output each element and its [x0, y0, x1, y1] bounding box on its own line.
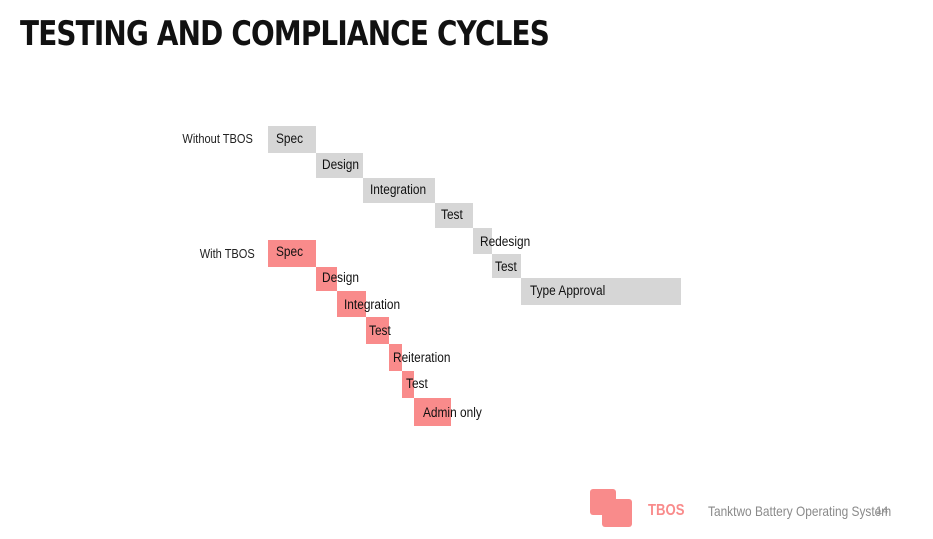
step-bar	[316, 153, 363, 178]
step-bar	[268, 126, 316, 153]
step-label: Test	[369, 323, 391, 338]
step-bar	[492, 254, 521, 278]
page-number: 14	[876, 505, 889, 517]
step-label: Redesign	[480, 234, 531, 249]
step-bar	[366, 317, 389, 344]
step-label: Integration	[370, 182, 427, 197]
step-bar	[268, 240, 316, 267]
footer-tagline: Tanktwo Battery Operating System	[708, 503, 892, 519]
step-bar	[435, 203, 473, 228]
tbos-logo-icon	[590, 489, 634, 529]
footer-brand: TBOS	[648, 502, 685, 519]
step-bar	[402, 371, 414, 398]
step-label: Spec	[276, 131, 304, 146]
step-bar	[363, 178, 435, 203]
step-label: Integration	[344, 297, 401, 312]
row-label-with-tbos: With TBOS	[199, 246, 255, 261]
step-label: Test	[406, 376, 428, 391]
step-bar	[473, 228, 492, 254]
step-label: Design	[322, 270, 359, 285]
step-label: Type Approval	[530, 283, 606, 298]
step-label: Test	[441, 207, 463, 222]
step-label: Test	[495, 259, 517, 274]
step-label: Spec	[276, 244, 304, 259]
step-bar	[316, 267, 337, 291]
step-bar	[389, 344, 402, 371]
step-bar	[337, 291, 366, 317]
row-label-without-tbos: Without TBOS	[182, 131, 253, 146]
step-label: Admin only	[423, 405, 482, 420]
step-label: Reiteration	[393, 350, 451, 365]
page-title: TESTING AND COMPLIANCE CYCLES	[20, 14, 550, 54]
step-bar	[414, 398, 451, 426]
step-label: Design	[322, 157, 359, 172]
step-bar	[521, 278, 681, 305]
